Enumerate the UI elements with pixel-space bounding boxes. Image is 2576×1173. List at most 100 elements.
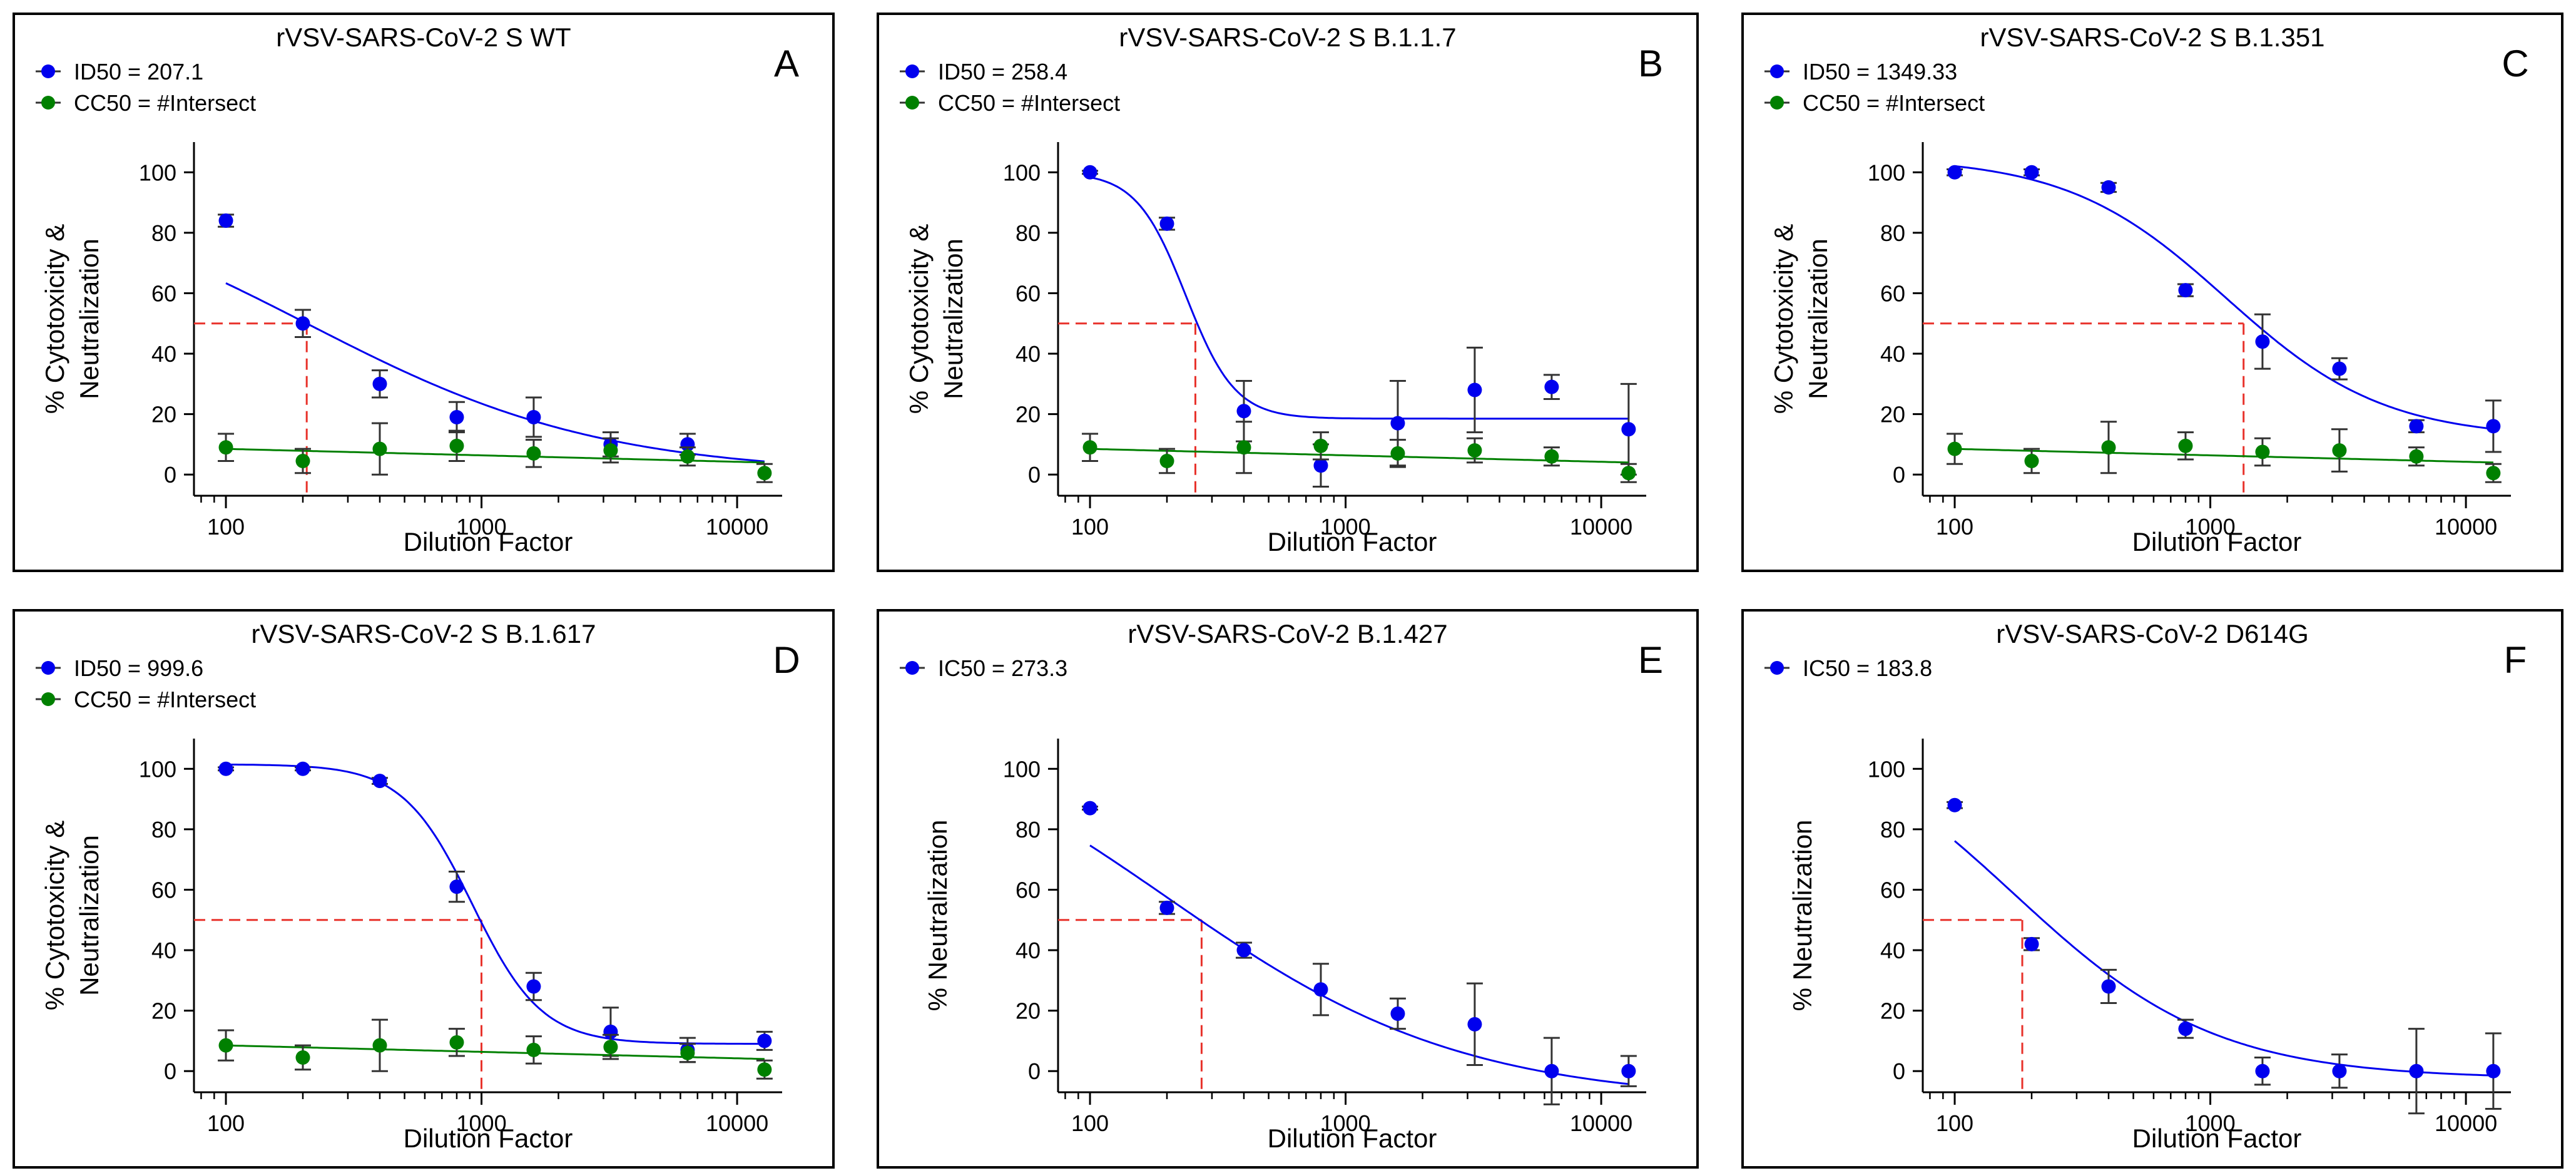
y-tick-label: 80 [151,817,176,843]
data-point [449,438,464,453]
x-tick-label: 1000 [2186,514,2236,540]
y-tick-label: 60 [151,280,176,306]
panel-letter: D [773,639,800,681]
data-point [2332,1063,2347,1078]
y-tick-label: 80 [1880,220,1905,246]
data-point [1236,943,1251,958]
data-point [2409,419,2424,434]
fit-curve [1089,448,1629,464]
y-tick-label: 20 [1016,998,1041,1024]
legend-entry: ID50 = 1349.33 [1764,59,1957,85]
y-tick-label: 60 [151,877,176,903]
chart-panel-d: rVSV-SARS-CoV-2 S B.1.617 D ID50 = 999.6 CC… [13,609,835,1169]
data-point [1390,416,1405,431]
data-point [526,409,541,424]
chart-title: rVSV-SARS-CoV-2 B.1.427 [1128,619,1447,648]
data-point [1947,797,1962,812]
data-point [218,440,233,455]
legend-entry: CC50 = #Intersect [36,90,256,116]
data-point [680,449,695,464]
panel-letter: B [1638,43,1663,85]
data-point [2178,283,2193,298]
data-point [1159,453,1174,468]
x-tick-label: 100 [207,1110,245,1136]
y-tick-label: 80 [151,220,176,246]
y-tick-label: 0 [164,462,176,488]
legend-marker [905,64,919,78]
panel-frame [1741,13,2563,572]
data-point [2178,1022,2193,1037]
fit-curve [1089,844,1629,1085]
data-point [2332,443,2347,458]
y-axis-label-line: % Neutralization [923,820,952,1012]
legend-entry: CC50 = #Intersect [900,90,1120,116]
data-point [1159,216,1174,231]
data-point [372,441,387,456]
y-axis-label-line: % Neutralization [1788,820,1817,1012]
data-point [1313,438,1328,453]
legend-marker [41,64,55,78]
legend-entry: CC50 = #Intersect [36,687,256,712]
data-point [295,316,310,331]
chart-panel-a: rVSV-SARS-CoV-2 S WT A ID50 = 207.1 CC50 = … [13,13,835,572]
data-point [1236,440,1251,455]
data-point [449,409,464,424]
series-ic50 [1082,801,1637,1105]
x-tick-label: 10000 [1570,1110,1632,1136]
legend-marker [41,692,55,706]
axes: 0 20 40 60 80 100 100 1000 10000 [1868,142,2511,540]
data-point [2101,440,2116,455]
y-tick-label: 40 [1880,341,1905,367]
y-axis-label: % Cytotoxicity & Neutralization [1769,224,1833,414]
fit-curve [225,763,765,1045]
data-point [757,1033,772,1048]
y-tick-label: 40 [1016,938,1041,963]
x-axis-label: Dilution Factor [404,527,573,556]
panel-frame [877,609,1699,1169]
data-point [218,761,233,776]
fit-curve [1954,165,2494,430]
data-point [2255,444,2270,459]
y-tick-label: 100 [1003,756,1041,782]
fit-curve [1089,176,1629,420]
y-axis-label-line: Neutralization [939,238,968,399]
data-point [2024,165,2039,180]
legend-marker [41,96,55,110]
data-point [1390,446,1405,461]
axes: 0 20 40 60 80 100 100 1000 10000 [139,142,782,540]
legend-label: CC50 = #Intersect [74,687,256,712]
legend-marker [41,661,55,675]
data-point [1390,1006,1405,1021]
x-axis-label: Dilution Factor [2132,1124,2302,1153]
data-point [2178,438,2193,453]
legend-marker [905,96,919,110]
x-tick-label: 10000 [1570,514,1632,540]
data-point [372,774,387,789]
legend-entry: IC50 = 183.8 [1764,655,1932,681]
fit-curve [225,448,765,464]
data-point [603,443,618,458]
data-point [2101,180,2116,195]
y-tick-label: 40 [1016,341,1041,367]
data-point [372,1038,387,1053]
y-tick-label: 20 [151,998,176,1024]
series-id50 [1082,165,1637,488]
data-point [680,1045,695,1060]
x-axis-label: Dilution Factor [2132,527,2302,556]
chart-panel-e: rVSV-SARS-CoV-2 B.1.427 E IC50 = 273.3 0 20 4… [877,609,1699,1169]
data-point [295,453,310,468]
y-tick-label: 60 [1016,280,1041,306]
data-point [1467,443,1482,458]
chart-title: rVSV-SARS-CoV-2 D614G [1996,619,2309,648]
data-point [1947,165,1962,180]
data-point [2486,466,2501,481]
data-point [449,879,464,894]
data-point [2255,334,2270,349]
panel-letter: E [1638,639,1663,681]
legend-marker [1770,661,1784,675]
legend-entry: ID50 = 258.4 [900,59,1067,85]
legend-entry: IC50 = 273.3 [900,655,1067,681]
y-tick-label: 0 [1893,462,1905,488]
data-point [603,1040,618,1055]
y-axis-label: % Cytotoxicity & Neutralization [904,224,968,414]
